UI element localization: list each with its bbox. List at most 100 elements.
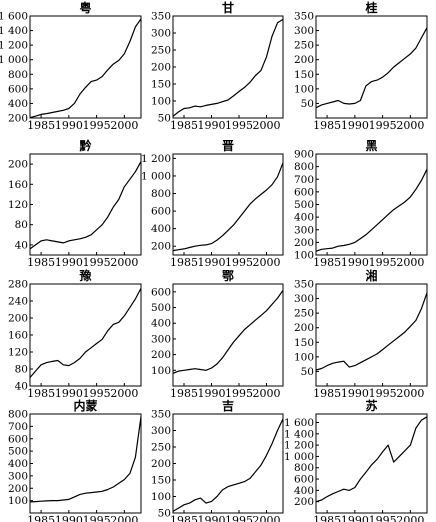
y-tick-label: 120 (8, 199, 28, 211)
x-tick-label: 1985 (170, 256, 198, 269)
y-tick-label: 40 (15, 239, 28, 251)
x-tick-label: 1995 (225, 514, 253, 522)
x-tick-label: 1995 (83, 119, 111, 132)
x-tick-label: 2000 (396, 387, 424, 400)
y-tick-label: 200 (151, 349, 171, 361)
x-tick-label: 2000 (110, 119, 138, 132)
y-tick-label: 400 (151, 318, 171, 330)
chart-panel-10: 吉 50 100 150 200 250 300 350 1985 1990 1995 2000 (151, 398, 284, 522)
y-tick-label: 350 (294, 11, 314, 23)
y-tick-label: 1 000 (141, 170, 171, 182)
x-tick-label: 2000 (253, 256, 281, 269)
chart-panel-1: 甘 50 100 150 200 250 300 350 1985 1990 1995 2000 (151, 0, 284, 132)
y-tick-label: 240 (8, 296, 28, 308)
plot-frame (315, 413, 428, 514)
y-tick-label: 800 (151, 188, 171, 200)
y-tick-label: 300 (151, 28, 171, 40)
x-tick-label: 1990 (341, 387, 369, 400)
plot-frame (315, 153, 428, 256)
x-tick-label: 1985 (27, 387, 55, 400)
chart-title: 吉 (222, 398, 234, 413)
x-tick-label: 2000 (396, 514, 424, 522)
x-tick-label: 1985 (170, 119, 198, 132)
series-line (172, 289, 284, 374)
y-tick-label: 150 (151, 475, 171, 487)
x-tick-label: 1995 (369, 387, 397, 400)
y-tick-label: 160 (8, 179, 28, 191)
y-tick-label: 700 (294, 174, 314, 186)
x-tick-label: 1985 (27, 514, 55, 522)
x-tick-label: 1995 (83, 387, 111, 400)
y-tick-label: 50 (301, 98, 314, 110)
x-tick-label: 1990 (55, 119, 83, 132)
plot-frame (172, 283, 284, 387)
x-tick-label: 2000 (110, 256, 138, 269)
x-tick-label: 1990 (198, 387, 226, 400)
x-tick-label: 1990 (55, 387, 83, 400)
series-line (29, 161, 142, 250)
series-line (315, 292, 428, 371)
y-tick-label: 800 (294, 462, 314, 474)
y-tick-label: 1 400 (0, 25, 28, 37)
plot-frame (315, 15, 428, 119)
y-tick-label: 800 (294, 161, 314, 173)
x-tick-label: 2000 (110, 387, 138, 400)
y-tick-label: 150 (294, 337, 314, 349)
x-tick-label: 1990 (198, 514, 226, 522)
y-tick-label: 200 (294, 237, 314, 249)
x-tick-label: 1985 (313, 514, 341, 522)
y-tick-label: 250 (151, 442, 171, 454)
y-tick-label: 400 (294, 212, 314, 224)
series-line (172, 162, 284, 252)
x-tick-label: 1990 (55, 514, 83, 522)
y-tick-label: 300 (151, 333, 171, 345)
y-tick-label: 1 600 (284, 417, 314, 429)
y-tick-label: 1 200 (284, 440, 314, 452)
y-tick-label: 200 (8, 313, 28, 325)
y-tick-label: 80 (15, 219, 28, 231)
x-tick-label: 1995 (225, 119, 253, 132)
y-tick-label: 100 (151, 491, 171, 503)
x-tick-label: 2000 (396, 256, 424, 269)
series-line (29, 416, 142, 503)
x-tick-label: 1985 (27, 119, 55, 132)
series-line (172, 18, 284, 117)
chart-title: 晋 (222, 138, 234, 153)
x-tick-label: 1990 (341, 256, 369, 269)
chart-title: 黑 (365, 139, 377, 153)
chart-panel-8: 湘 50 100 150 200 250 300 350 1985 1990 1995 2000 (294, 268, 428, 400)
y-tick-label: 100 (151, 96, 171, 108)
y-tick-label: 500 (294, 199, 314, 211)
y-tick-label: 250 (294, 40, 314, 52)
plot-frame (315, 283, 428, 387)
y-tick-label: 1 200 (0, 40, 28, 52)
x-tick-label: 1990 (341, 119, 369, 132)
y-tick-label: 200 (294, 54, 314, 66)
x-tick-label: 1985 (313, 387, 341, 400)
y-tick-label: 150 (151, 79, 171, 91)
plot-frame (29, 283, 142, 387)
y-tick-label: 600 (294, 186, 314, 198)
y-tick-label: 500 (151, 302, 171, 314)
y-tick-label: 100 (151, 365, 171, 377)
y-tick-label: 1 600 (0, 11, 28, 23)
y-tick-label: 100 (294, 83, 314, 95)
y-tick-label: 50 (158, 113, 171, 125)
chart-title: 黔 (79, 138, 91, 153)
y-tick-label: 200 (151, 62, 171, 74)
y-tick-label: 250 (294, 308, 314, 320)
series-line (29, 18, 142, 119)
y-tick-label: 280 (8, 279, 28, 291)
x-tick-label: 1995 (83, 514, 111, 522)
y-tick-label: 150 (294, 69, 314, 81)
x-tick-label: 1995 (225, 256, 253, 269)
y-tick-label: 50 (301, 366, 314, 378)
plot-frame (29, 15, 142, 119)
series-line (315, 27, 428, 109)
x-tick-label: 1985 (27, 256, 55, 269)
y-tick-label: 600 (151, 286, 171, 298)
x-tick-label: 2000 (253, 387, 281, 400)
